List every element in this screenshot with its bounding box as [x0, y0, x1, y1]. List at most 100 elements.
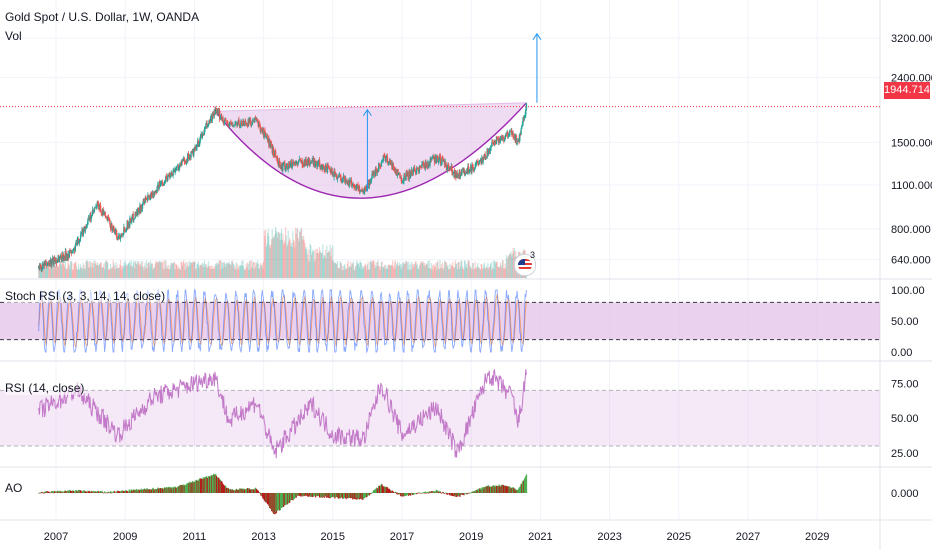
ao-bar	[464, 493, 466, 494]
rsi-pane[interactable]	[0, 368, 880, 459]
rsi-label[interactable]: RSI (14, close)	[5, 381, 85, 395]
volume-bar	[196, 264, 198, 278]
ao-bar	[82, 490, 84, 493]
volume-bar	[398, 265, 400, 278]
ao-bar	[463, 493, 466, 495]
volume-bar	[46, 260, 48, 278]
cup-pattern-fill[interactable]	[215, 102, 527, 199]
ao-bar	[391, 490, 393, 493]
ao-bar	[114, 492, 116, 493]
ao-bar	[145, 489, 148, 493]
volume-bar	[122, 267, 124, 278]
volume-bar	[445, 262, 448, 278]
stoch-rsi-label[interactable]: Stoch RSI (3, 3, 14, 14, close)	[5, 289, 166, 303]
volume-bar	[197, 261, 199, 278]
ao-bar	[237, 489, 240, 493]
ao-bar	[276, 493, 278, 511]
volume-bar	[251, 260, 253, 278]
ao-bar	[216, 477, 218, 493]
volume-bar	[171, 262, 173, 278]
candle-body	[44, 261, 47, 266]
ao-bar	[56, 490, 59, 493]
candle-body	[140, 206, 142, 212]
candle-body	[305, 159, 307, 165]
volume-bar	[447, 268, 450, 278]
volume-bar	[369, 261, 371, 278]
volume-bar	[409, 264, 411, 278]
ao-bar	[522, 480, 524, 493]
ao-bar	[363, 493, 365, 499]
ao-bar	[40, 492, 43, 493]
volume-bar	[231, 260, 233, 278]
candle-body	[374, 169, 377, 177]
ao-bar	[156, 489, 158, 493]
ao-bar	[225, 485, 227, 493]
stoch-tick-label: 100.00	[891, 285, 925, 297]
cup-pattern-curve[interactable]	[214, 102, 528, 199]
ao-bar	[203, 478, 205, 493]
volume-bar	[74, 262, 76, 278]
ao-bar	[95, 491, 97, 493]
candle-body	[127, 224, 130, 228]
candle-body	[485, 157, 487, 160]
candle-body	[399, 172, 401, 178]
cup-rim-line[interactable]	[215, 102, 527, 112]
volume-bar	[183, 260, 185, 278]
ao-bar	[187, 483, 189, 493]
volume-bar	[85, 261, 87, 278]
ao-bar	[124, 490, 126, 493]
ao-bar	[523, 478, 526, 493]
volume-bar	[336, 261, 339, 278]
volume-bar	[82, 269, 84, 278]
candle-body	[389, 160, 392, 164]
ao-bar	[451, 493, 453, 496]
candle-body	[223, 121, 226, 124]
volume-bar	[378, 265, 380, 278]
symbol-title[interactable]: Gold Spot / U.S. Dollar, 1W, OANDA	[5, 10, 200, 24]
ao-bar	[519, 487, 521, 493]
ao-bar	[472, 491, 474, 493]
ao-bar	[93, 492, 96, 493]
candle-body	[91, 209, 94, 215]
target-arrow-head[interactable]	[532, 32, 542, 41]
ao-bar	[289, 493, 291, 501]
stoch-rsi-pane[interactable]	[0, 288, 880, 354]
volume-bar	[317, 253, 319, 278]
volume-bar	[58, 266, 60, 278]
volume-bar	[159, 261, 161, 278]
ao-bar	[115, 492, 117, 493]
ao-bar	[48, 492, 51, 493]
ao-bar	[460, 493, 462, 495]
ao-label[interactable]: AO	[5, 481, 23, 495]
volume-bar	[344, 264, 346, 278]
volume-bar	[105, 260, 107, 278]
ao-bar	[181, 485, 183, 493]
ao-bar	[190, 482, 192, 493]
volume-bar	[248, 269, 250, 278]
volume-bar	[321, 252, 323, 278]
volume-bar	[355, 265, 357, 278]
volume-bar	[342, 269, 345, 278]
volume-bar	[219, 260, 221, 278]
volume-bar	[360, 262, 363, 278]
volume-bar	[436, 262, 438, 278]
ao-bar	[217, 477, 220, 493]
ao-bar	[104, 492, 106, 494]
volume-bar	[38, 269, 40, 278]
volume-bar	[111, 267, 114, 278]
volume-bar	[86, 261, 88, 278]
ao-bar	[122, 491, 124, 493]
price-pane[interactable]	[0, 32, 880, 278]
time-tick-label: 2023	[597, 531, 621, 543]
ao-bar	[326, 493, 328, 498]
volume-label[interactable]: Vol	[5, 29, 22, 43]
candle-body	[293, 164, 295, 165]
ao-bar	[313, 493, 315, 496]
volume-bar	[474, 261, 476, 278]
ao-bar	[465, 492, 467, 494]
ao-pane[interactable]	[38, 473, 528, 515]
us-flag-icon[interactable]	[514, 254, 536, 276]
depth-arrow-head[interactable]	[362, 108, 372, 117]
